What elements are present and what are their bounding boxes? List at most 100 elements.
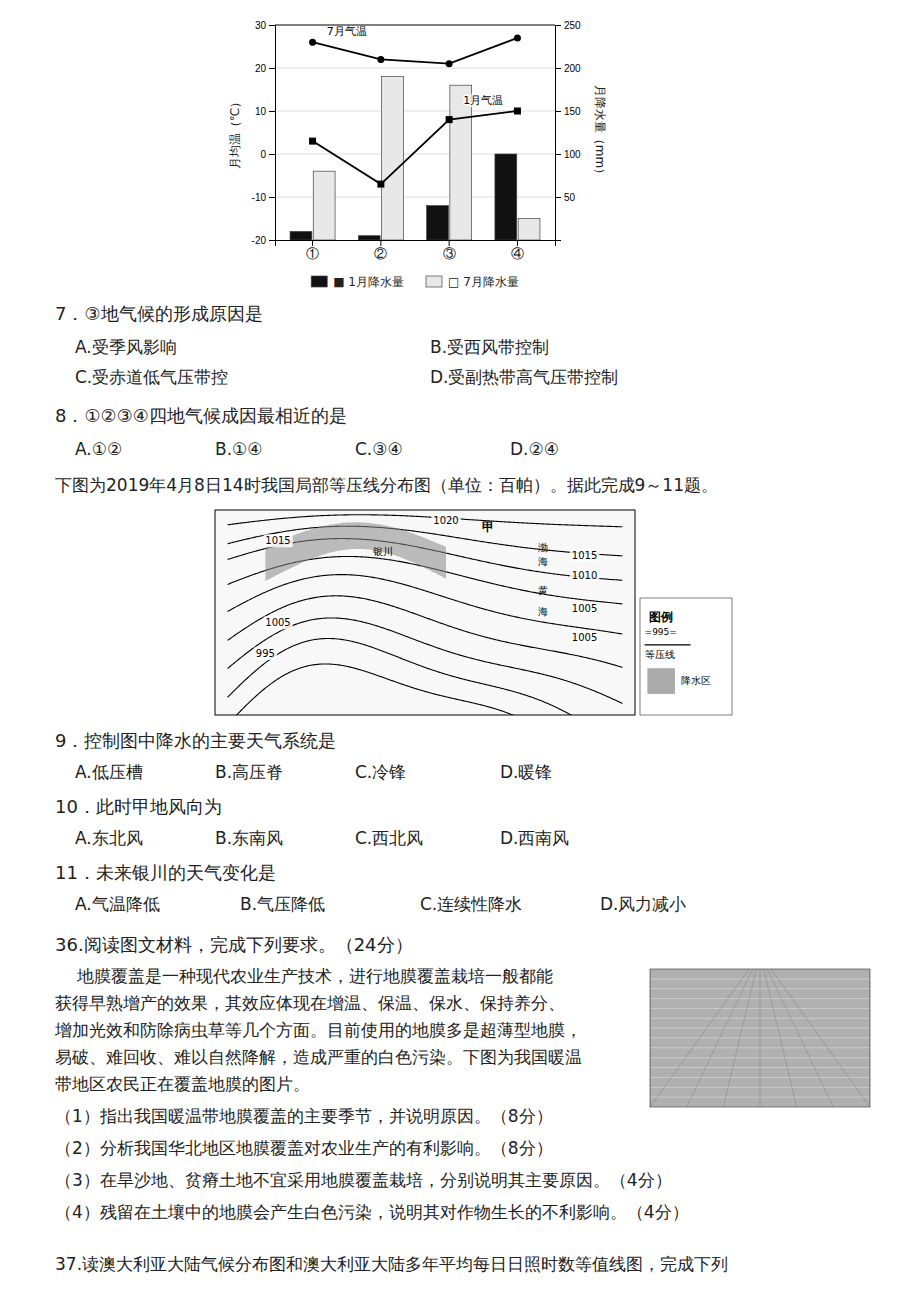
tick-mark (269, 111, 275, 112)
bar (358, 236, 380, 240)
isobar (228, 638, 623, 715)
label-box (263, 534, 292, 547)
annotations: 7月气温1月气温 (327, 25, 504, 107)
sub-question: （2）分析我国华北地区地膜覆盖对农业生产的有利影响。（8分） (55, 1138, 553, 1158)
option: A.气温降低 (75, 894, 160, 914)
tick-label: 20 (255, 63, 267, 74)
isobar-label: 1005 (572, 632, 597, 643)
tick-label: 200 (564, 63, 581, 74)
place-label: 海 (538, 556, 548, 567)
legend-swatch (311, 276, 327, 287)
tick: -10 (252, 192, 275, 203)
isobar-label-group: 1015 (570, 549, 599, 562)
paragraph-line: 地膜覆盖是一种现代农业生产技术，进行地膜覆盖栽培一般都能 (55, 966, 553, 986)
bar (313, 171, 335, 240)
tick-mark (555, 68, 561, 69)
axis-line (269, 26, 276, 241)
tick: 50 (555, 192, 576, 203)
isobar-label: 1005 (572, 603, 597, 614)
tick: 10 (255, 106, 275, 117)
isobar-label-group: 1015 (263, 534, 292, 547)
legend-item: □ 7月降水量 (426, 275, 519, 289)
bar (427, 206, 449, 240)
tick: 200 (555, 63, 581, 74)
tick-label: -20 (252, 235, 267, 246)
legend: ■ 1月降水量 □ 7月降水量 (311, 275, 519, 289)
bar (518, 219, 540, 241)
map-legend-sample: =995= (645, 627, 677, 637)
tick-mark (269, 68, 275, 69)
tick-mark (449, 240, 450, 246)
axis-title: 月均温（℃） (228, 96, 242, 169)
isobar (228, 618, 623, 704)
option: B.气压降低 (240, 894, 325, 914)
tick-mark (269, 240, 275, 241)
question: 9．控制图中降水的主要天气系统是 (55, 730, 336, 751)
isobar-label-group: 1005 (570, 631, 599, 644)
bar (290, 231, 312, 240)
weather-map: 1020101510151010100510059951005甲银川渤海黄海 (215, 510, 635, 783)
tick: 20 (255, 63, 275, 74)
option: D.②④ (510, 439, 559, 459)
bar (495, 154, 517, 240)
question: 11．未来银川的天气变化是 (55, 862, 276, 883)
label-box (570, 569, 599, 582)
bar (382, 77, 404, 240)
option: C.冷锋 (355, 762, 406, 782)
tick-mark (517, 240, 518, 246)
isobar-label: 1015 (572, 550, 597, 561)
sub-question: （3）在旱沙地、贫瘠土地不宜采用地膜覆盖栽培，分别说明其主要原因。（4分） (55, 1170, 672, 1190)
label-box (263, 616, 292, 629)
tick-label: 0 (260, 149, 266, 160)
option: B.受西风带控制 (430, 337, 549, 357)
photo (650, 969, 870, 1107)
tick-mark (555, 197, 561, 198)
tick: ② (374, 240, 387, 261)
option: A.低压槽 (75, 762, 143, 782)
tick-label: ② (374, 246, 387, 261)
line-label: 1月气温 (463, 94, 503, 107)
axis-line (276, 241, 556, 247)
legend-label: □ 7月降水量 (448, 275, 519, 289)
label-box (254, 647, 277, 660)
isobar-label-group: 995 (254, 647, 277, 660)
tick-mark (269, 197, 275, 198)
place-label: 渤 (538, 542, 548, 553)
option: B.东南风 (215, 828, 283, 848)
legend-swatch (426, 276, 442, 287)
photo-furrow (723, 969, 756, 1107)
paragraph-line: 获得早熟增产的效果，其效应体现在增温、保温、保水、保持养分、 (55, 993, 565, 1013)
paragraph-line: 带地区农民正在覆盖地膜的图片。 (55, 1074, 310, 1094)
question: 7．③地气候的形成原因是 (55, 303, 263, 324)
place-label: 海 (538, 606, 548, 617)
option: C.连续性降水 (420, 894, 522, 914)
option: A.受季风影响 (75, 337, 177, 357)
label-box (570, 602, 599, 615)
tick-mark (555, 111, 561, 112)
tick-label: 250 (564, 20, 581, 31)
tick-label: -10 (252, 192, 267, 203)
tick: 150 (555, 106, 581, 117)
tick-mark (269, 154, 275, 155)
option: C.受赤道低气压带控 (75, 367, 228, 387)
map-background (215, 510, 635, 715)
bar (450, 85, 472, 240)
photo-furrow (771, 969, 870, 1107)
chart: 7月气温1月气温-20-10010203050100150200250①②③④月… (228, 20, 607, 289)
marker (446, 60, 453, 67)
tick-label: 30 (255, 20, 267, 31)
tick-label: ③ (443, 246, 456, 261)
sub-question: （4）残留在土壤中的地膜会产生白色污染，说明其对作物生长的不利影响。（4分） (55, 1202, 689, 1222)
isobar-label: 1015 (265, 535, 290, 546)
map-legend-title: 图例 (649, 610, 673, 624)
tick: ④ (511, 240, 524, 261)
isobar (228, 515, 623, 527)
tick-mark (269, 25, 275, 26)
tick: ① (306, 240, 319, 261)
legend-label: ■ 1月降水量 (333, 275, 404, 289)
place-label: 银川 (372, 546, 393, 557)
option: B.高压脊 (215, 762, 283, 782)
bar-series (313, 77, 540, 240)
x-axis: ① ② ③ ④ (276, 240, 556, 261)
tick: 0 (260, 149, 275, 160)
